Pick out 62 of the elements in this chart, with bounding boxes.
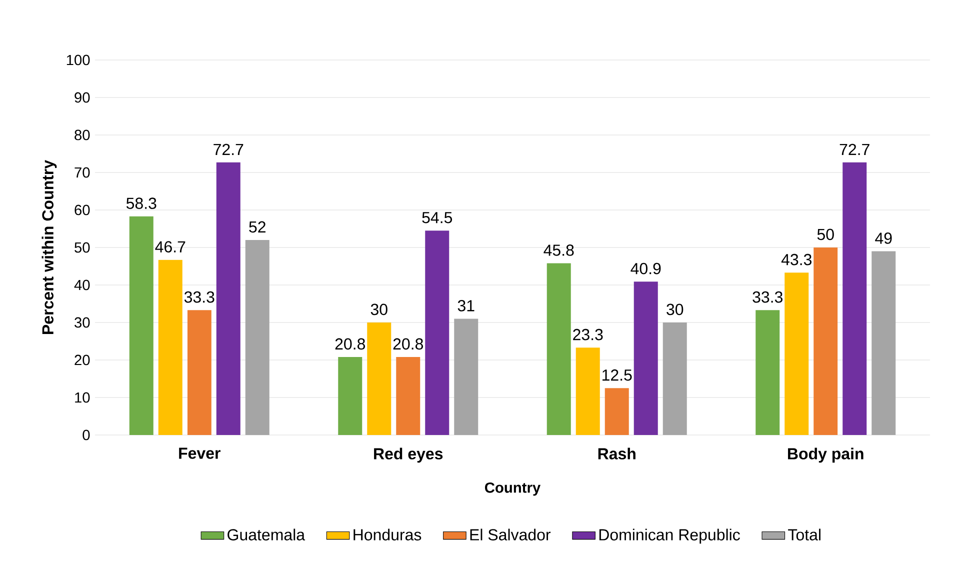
data-label: 30: [666, 304, 684, 316]
bar: [842, 162, 867, 435]
y-tick-label: 50: [74, 242, 90, 253]
bar: [784, 272, 809, 435]
y-axis-title: Percent within Country: [42, 160, 57, 334]
bar: [367, 322, 392, 435]
data-label: 33.3: [752, 291, 782, 303]
bar: [245, 240, 270, 435]
data-label: 45.8: [544, 244, 574, 256]
data-label: 46.7: [155, 241, 186, 252]
bar: [454, 318, 478, 435]
bar: [814, 247, 838, 435]
x-tick-label: Body pain: [788, 448, 864, 463]
data-label: 31: [458, 300, 474, 312]
legend-label: Honduras: [354, 528, 422, 540]
legend-label: Guatemala: [228, 528, 306, 540]
y-tick-label: 20: [74, 354, 90, 366]
y-tick-label: 70: [74, 167, 90, 178]
y-tick-label: 100: [66, 54, 90, 66]
bar: [338, 356, 362, 435]
data-label: 23.3: [573, 328, 603, 340]
data-label: 20.8: [393, 338, 423, 350]
data-label: 40.9: [630, 262, 661, 274]
y-tick-label: 30: [74, 317, 90, 328]
data-label: 30: [370, 304, 388, 316]
data-label: 58.3: [126, 198, 156, 209]
bar: [396, 356, 420, 435]
x-axis-title: Country: [485, 482, 541, 496]
bar: [216, 162, 240, 435]
bar: [576, 348, 600, 435]
data-label: 12.5: [602, 369, 632, 381]
bar: [756, 310, 780, 435]
bar: [158, 260, 182, 435]
x-tick-label: Fever: [179, 448, 220, 459]
data-label: 72.7: [840, 144, 870, 155]
y-tick-label: 10: [75, 392, 90, 403]
bar: [662, 322, 687, 435]
data-label: 50: [817, 228, 834, 240]
legend-label: Total: [788, 528, 820, 540]
y-tick-label: 40: [74, 280, 90, 290]
bar: [546, 263, 571, 435]
y-tick-label: 80: [74, 130, 90, 140]
legend-label: Dominican Republic: [599, 528, 740, 544]
data-label: 20.8: [335, 338, 365, 350]
y-tick-label: 60: [74, 204, 90, 216]
bar: [129, 216, 154, 435]
data-label: 54.5: [422, 212, 452, 224]
legend-label: El Salvador: [470, 528, 551, 540]
bar: [604, 388, 629, 435]
data-label: 52: [249, 221, 266, 233]
y-tick-label: 0: [82, 430, 90, 440]
data-label: 33.3: [184, 291, 214, 303]
bar: [634, 282, 658, 435]
data-label: 43.3: [781, 254, 812, 266]
x-tick-label: Rash: [598, 448, 636, 460]
bar: [187, 310, 212, 435]
x-tick-label: Red eyes: [374, 448, 443, 463]
data-label: 49: [875, 232, 892, 244]
y-tick-label: 90: [74, 92, 90, 103]
data-label: 72.7: [214, 144, 244, 155]
bar: [872, 251, 896, 435]
bar: [425, 230, 450, 435]
